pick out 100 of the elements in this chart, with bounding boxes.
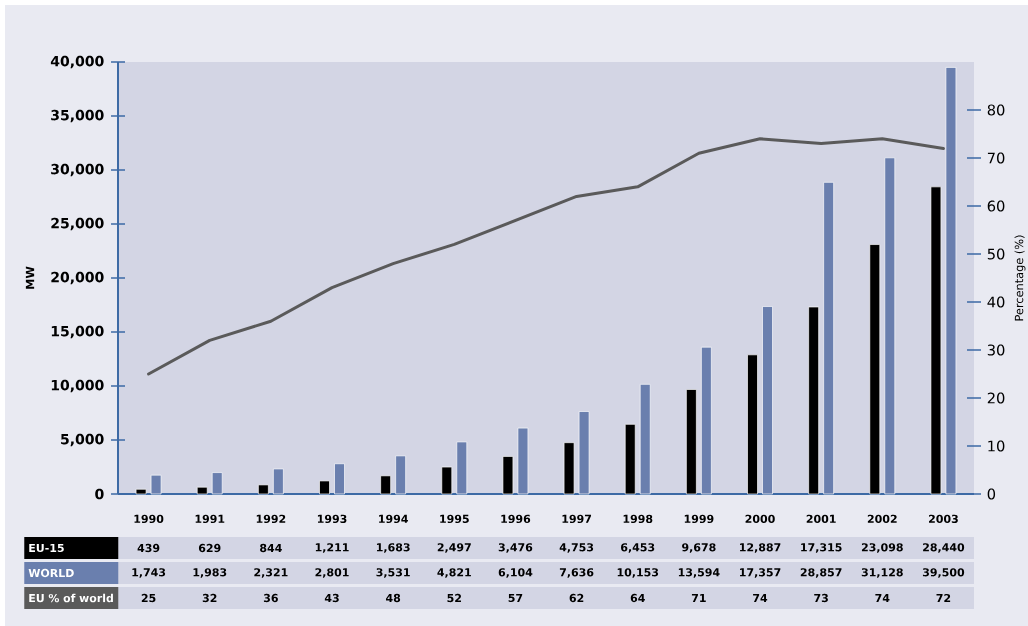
- bar: [762, 306, 773, 495]
- bar: [884, 157, 896, 495]
- bar: [150, 474, 162, 495]
- bar: [624, 423, 636, 495]
- x-tick-label: 1990: [134, 514, 164, 524]
- y2-tick-label: 80: [987, 104, 1005, 116]
- data-label: 10,153: [617, 568, 659, 578]
- data-label: 1,983: [193, 568, 227, 578]
- data-label: 71: [691, 594, 706, 603]
- bar: [441, 466, 453, 495]
- data-label: 32: [202, 593, 217, 603]
- data-label: 64: [630, 593, 645, 603]
- data-label: 7,636: [559, 568, 594, 578]
- y-tick-label: 20,000: [51, 271, 104, 285]
- data-label: 39,500: [922, 568, 965, 578]
- text: WORLD: [28, 568, 74, 578]
- data-label: 4,821: [437, 568, 471, 578]
- y-tick-label: 30,000: [51, 163, 104, 177]
- data-label: 2,321: [254, 568, 288, 578]
- data-label: 43: [324, 593, 339, 603]
- bar: [517, 427, 529, 495]
- y2-tick-label: 10: [988, 440, 1005, 452]
- bar: [135, 488, 147, 495]
- data-label: 3,531: [376, 568, 410, 578]
- x-tick-label: 2000: [745, 514, 775, 524]
- bar: [456, 441, 468, 495]
- data-label: 48: [386, 593, 401, 603]
- data-label: 2,801: [315, 568, 349, 578]
- data-label: 2,497: [437, 543, 471, 553]
- data-label: 62: [569, 593, 584, 603]
- data-label: 629: [198, 543, 221, 553]
- x-tick-label: 1999: [684, 514, 714, 524]
- x-tick-label: 1993: [317, 514, 347, 524]
- data-label: 25: [141, 593, 156, 603]
- data-label: 28,440: [923, 543, 965, 553]
- text: EU-15: [29, 543, 64, 553]
- y2-tick-label: 60: [987, 200, 1005, 212]
- data-label: 13,594: [678, 568, 720, 578]
- y-tick-label: 25,000: [51, 217, 104, 231]
- bar: [334, 463, 345, 495]
- y-tick-label: 5,000: [61, 433, 104, 447]
- bar: [211, 472, 223, 495]
- data-label: 1,211: [315, 543, 349, 553]
- data-label: 57: [508, 593, 523, 603]
- data-label: 74: [875, 594, 890, 603]
- x-tick-label: 1996: [501, 514, 531, 524]
- y-tick-label: 10,000: [51, 379, 104, 393]
- bar: [701, 346, 712, 495]
- data-label: 72: [936, 593, 951, 603]
- y2-tick-label: 50: [987, 248, 1005, 260]
- bar: [502, 456, 514, 495]
- y-axis-title: MW: [25, 266, 35, 289]
- x-tick-label: 2001: [806, 514, 836, 524]
- bar: [747, 354, 758, 495]
- y2-tick-label: 40: [987, 296, 1005, 308]
- bar: [930, 186, 942, 495]
- data-label: 6,453: [621, 543, 655, 553]
- data-label: 73: [814, 593, 828, 603]
- bar: [258, 484, 269, 495]
- x-tick-label: 1998: [623, 514, 653, 524]
- y-tick-label: 35,000: [51, 109, 104, 123]
- data-label: 6,104: [498, 568, 533, 578]
- y-tick-label: 40,000: [50, 55, 104, 69]
- data-label: 17,357: [740, 568, 781, 578]
- bar: [639, 384, 651, 495]
- x-tick-label: 2003: [929, 514, 958, 524]
- bar: [686, 389, 697, 495]
- data-label: 3,476: [498, 543, 533, 553]
- x-tick-label: 1997: [562, 514, 592, 524]
- bar: [808, 306, 819, 495]
- y2-tick-label: 70: [987, 152, 1005, 164]
- bar: [380, 475, 391, 495]
- data-label: 9,678: [682, 543, 716, 553]
- data-label: 844: [260, 543, 282, 553]
- bar: [563, 442, 575, 495]
- bar: [945, 67, 957, 495]
- bar: [823, 182, 834, 495]
- data-label: 1,683: [376, 543, 410, 553]
- x-tick-label: 1995: [440, 514, 469, 524]
- data-label: 36: [263, 593, 278, 603]
- data-label: 439: [137, 543, 160, 553]
- x-tick-label: 1994: [379, 514, 408, 524]
- bar: [273, 468, 284, 495]
- x-tick-label: 1992: [256, 514, 286, 524]
- y2-axis-title: Percentage (%): [1014, 235, 1026, 321]
- data-label: 23,098: [861, 543, 903, 553]
- bar: [578, 411, 590, 495]
- y-tick-label: 0: [95, 488, 104, 500]
- data-label: 4,753: [559, 543, 594, 553]
- data-label: 28,857: [800, 568, 842, 578]
- bar: [869, 244, 881, 495]
- y-tick-label: 15,000: [51, 325, 104, 339]
- data-label: 52: [447, 593, 461, 603]
- data-label: 74: [753, 594, 768, 603]
- data-label: 17,315: [801, 543, 842, 553]
- x-tick-label: 2002: [867, 514, 897, 524]
- y2-tick-label: 30: [987, 344, 1005, 356]
- bar: [395, 455, 406, 495]
- data-label: 12,887: [740, 543, 781, 553]
- bar: [319, 480, 330, 495]
